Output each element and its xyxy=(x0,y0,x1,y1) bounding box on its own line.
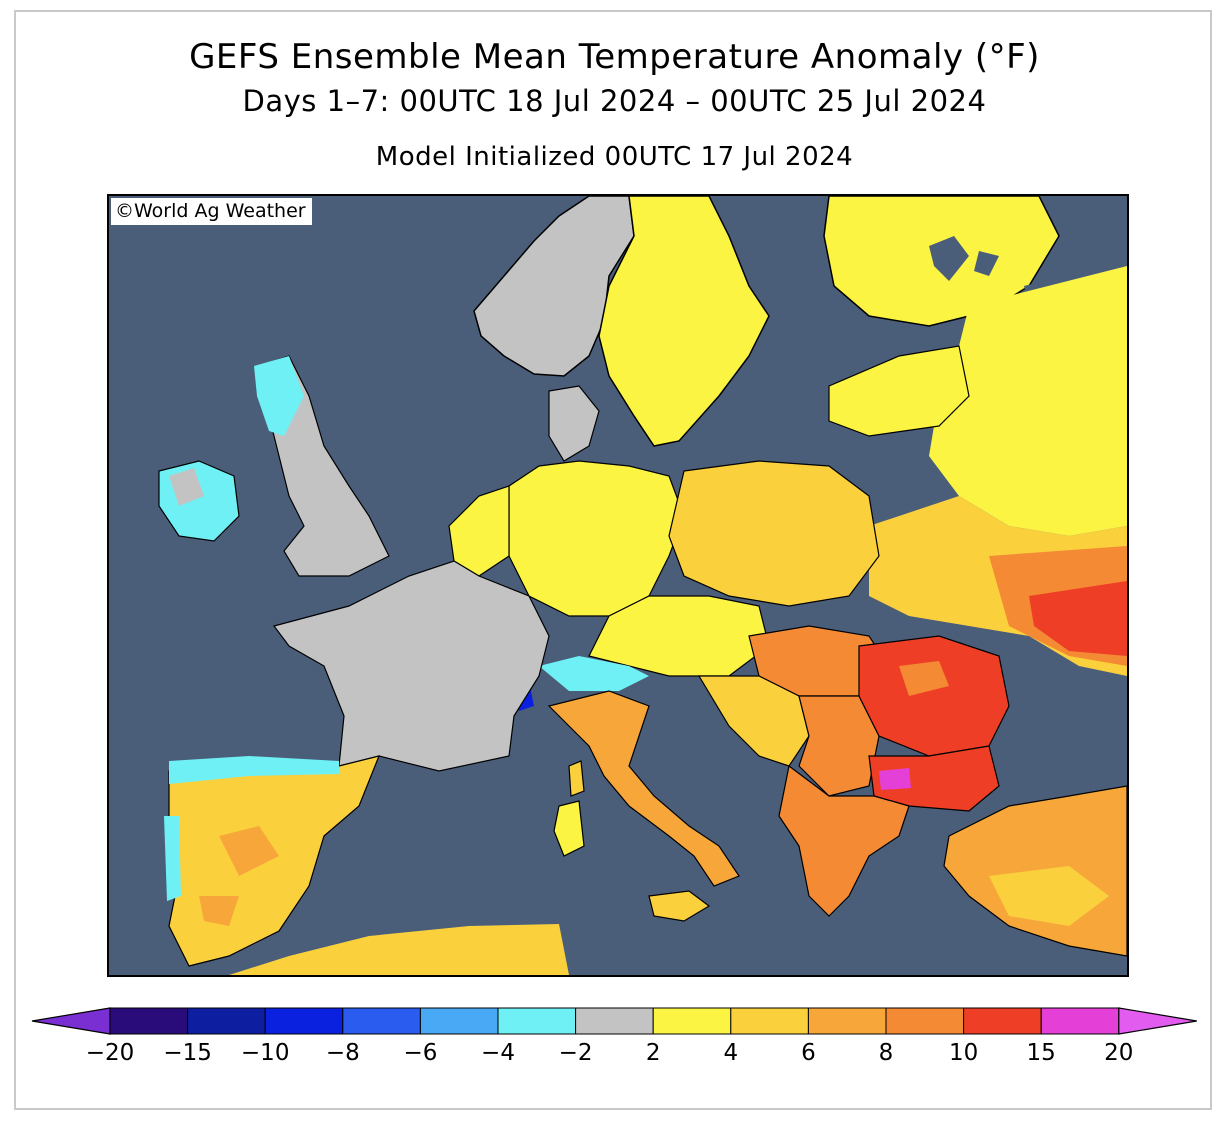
legend-swatch xyxy=(575,1007,654,1035)
italy-region xyxy=(547,690,740,887)
legend-arrow-low xyxy=(31,1007,111,1035)
france-region xyxy=(272,560,550,772)
ireland-neutral-spot xyxy=(169,468,204,506)
legend-swatch xyxy=(264,1007,344,1035)
legend-tick-label: −20 xyxy=(85,1040,135,1066)
legend-swatch xyxy=(1040,1007,1120,1035)
legend-swatch xyxy=(885,1007,965,1035)
legend-swatch xyxy=(419,1007,499,1035)
legend-tick-label: −15 xyxy=(163,1040,212,1066)
chart-subtitle: Days 1–7: 00UTC 18 Jul 2024 – 00UTC 25 J… xyxy=(242,84,987,118)
legend-tick-label: −6 xyxy=(403,1040,438,1066)
legend-tick-label: 8 xyxy=(878,1040,894,1066)
legend-tick-label: 10 xyxy=(948,1040,979,1066)
turkey-mild-region xyxy=(989,866,1109,926)
legend-swatch xyxy=(187,1007,266,1035)
color-legend-ticks: −20 −15 −10 −8 −6 −4 −2 2 4 6 8 10 15 20 xyxy=(0,1040,1229,1070)
anomaly-map: ©World Ag Weather xyxy=(107,194,1129,977)
denmark-region xyxy=(548,385,600,462)
norway-region xyxy=(473,196,635,377)
legend-tick-label: 20 xyxy=(1104,1040,1134,1066)
baltic-states-region xyxy=(828,345,970,437)
legend-swatch xyxy=(497,1007,577,1035)
russia-belarus-region xyxy=(929,266,1127,536)
central-europe-region xyxy=(588,595,770,677)
poland-region xyxy=(668,460,880,607)
corsica-region xyxy=(568,760,585,797)
legend-swatch xyxy=(963,1007,1042,1035)
romania-cooler-spot xyxy=(899,661,949,696)
legend-tick-label: 2 xyxy=(645,1040,661,1066)
iberia-north-coast xyxy=(169,756,339,784)
legend-arrow-high xyxy=(1118,1007,1197,1035)
finland-lakes xyxy=(929,236,1049,306)
copyright-label: ©World Ag Weather xyxy=(111,198,312,225)
iberia-warm-spots xyxy=(199,826,279,926)
bulgaria-extreme-spot xyxy=(879,768,911,790)
croatia-bosnia-region xyxy=(697,675,810,767)
color-legend-bar xyxy=(31,1007,1197,1035)
sweden-region xyxy=(598,196,770,447)
legend-swatch xyxy=(652,1007,732,1035)
legend-swatch xyxy=(807,1007,887,1035)
sardinia-region xyxy=(553,800,585,857)
scotland-cool-region xyxy=(254,356,304,436)
alps-cool-region xyxy=(539,656,649,691)
portugal-edge-cool xyxy=(164,816,181,901)
legend-tick-label: 6 xyxy=(801,1040,816,1066)
legend-swatch xyxy=(342,1007,421,1035)
legend-tick-label: −2 xyxy=(558,1040,593,1066)
legend-tick-label: −8 xyxy=(325,1040,360,1066)
legend-tick-label: −4 xyxy=(481,1040,515,1066)
ukraine-very-hot-region xyxy=(1029,581,1127,656)
legend-swatch xyxy=(109,1007,189,1035)
sicily-region xyxy=(648,890,711,922)
legend-tick-label: 15 xyxy=(1026,1040,1056,1066)
map-canvas xyxy=(109,196,1127,975)
chart-title: GEFS Ensemble Mean Temperature Anomaly (… xyxy=(189,37,1040,77)
legend-swatch xyxy=(730,1007,809,1035)
north-africa-region xyxy=(229,924,569,975)
legend-tick-label: −10 xyxy=(240,1040,290,1066)
greece-macedonia-region xyxy=(778,764,910,917)
model-init-label: Model Initialized 00UTC 17 Jul 2024 xyxy=(375,142,854,172)
legend-tick-label: 4 xyxy=(723,1040,739,1066)
